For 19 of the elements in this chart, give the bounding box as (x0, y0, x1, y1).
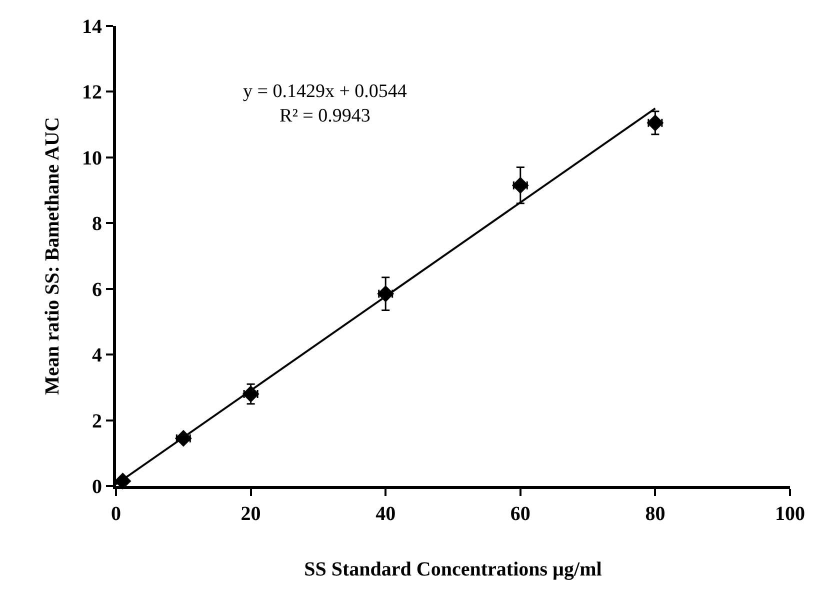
y-tick-label: 12 (82, 82, 102, 104)
y-tick-label: 14 (82, 16, 102, 38)
x-tick-label: 80 (645, 503, 666, 525)
y-tick-label: 6 (92, 278, 102, 301)
x-tick-label: 20 (240, 503, 261, 525)
y-tick-label: 8 (92, 213, 102, 236)
point (646, 114, 664, 132)
y-tick-label: 0 (92, 476, 102, 498)
point (512, 176, 529, 194)
y-tick-label: 10 (82, 147, 102, 170)
x-axis-title: SS Standard Concentrations µg/ml (304, 558, 602, 580)
x-tick-label: 0 (111, 503, 121, 525)
x-tick-label: 100 (775, 503, 805, 525)
y-tick-label: 4 (92, 344, 102, 367)
y-axis-title: Mean ratio SS: Bamethane AUC (42, 117, 64, 395)
x-tick-label: 60 (510, 503, 530, 525)
y-tick-label: 2 (92, 410, 102, 432)
x-tick-label: 40 (376, 503, 396, 525)
annotation: y = 0.1429x + 0.0544 R² = 0.9943 (243, 81, 408, 127)
